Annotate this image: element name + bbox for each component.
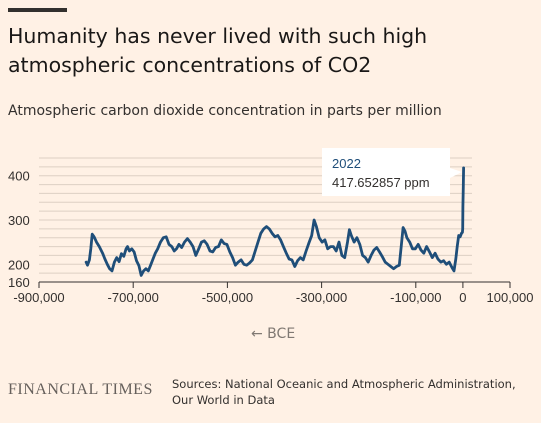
x-tick-label: 100,000: [487, 290, 534, 305]
y-tick-label: 300: [8, 213, 30, 228]
y-tick-label: 160: [8, 275, 30, 290]
tooltip: 2022 417.652857 ppm: [322, 148, 462, 196]
chart-subtitle: Atmospheric carbon dioxide concentration…: [8, 103, 442, 119]
x-tick-label: -900,000: [13, 290, 64, 305]
tooltip-pointer: [450, 168, 462, 178]
tooltip-value: 417.652857 ppm: [332, 175, 430, 190]
x-axis-tick-labels: -900,000 -700,000 -500,000 -300,000 -100,000…: [13, 290, 533, 305]
x-tick-label: -700,000: [108, 290, 159, 305]
tooltip-year: 2022: [332, 156, 361, 171]
tooltip-box: [322, 148, 450, 196]
chart-title: Humanity has never lived with such high …: [8, 24, 428, 77]
sources-note: Sources: National Oceanic and Atmospheri…: [172, 377, 516, 407]
x-tick-label: -300,000: [296, 290, 347, 305]
x-tick-label: -100,000: [390, 290, 441, 305]
x-axis-ticks: [38, 282, 511, 288]
header-rule: [8, 8, 67, 12]
y-tick-label: 200: [8, 257, 30, 272]
x-tick-label: 0: [459, 290, 466, 305]
co2-series-line[interactable]: [84, 166, 466, 277]
x-tick-label: -500,000: [202, 290, 253, 305]
bce-direction-label: ← BCE: [251, 326, 295, 342]
ft-logo-text: FINANCIAL TIMES: [8, 381, 153, 398]
y-tick-label: 400: [8, 169, 30, 184]
co2-line-chart: 160 200 300 400 -900,000 -700,000 -500,000 -30…: [8, 148, 534, 342]
y-axis-tick-labels: 160 200 300 400: [8, 169, 30, 290]
